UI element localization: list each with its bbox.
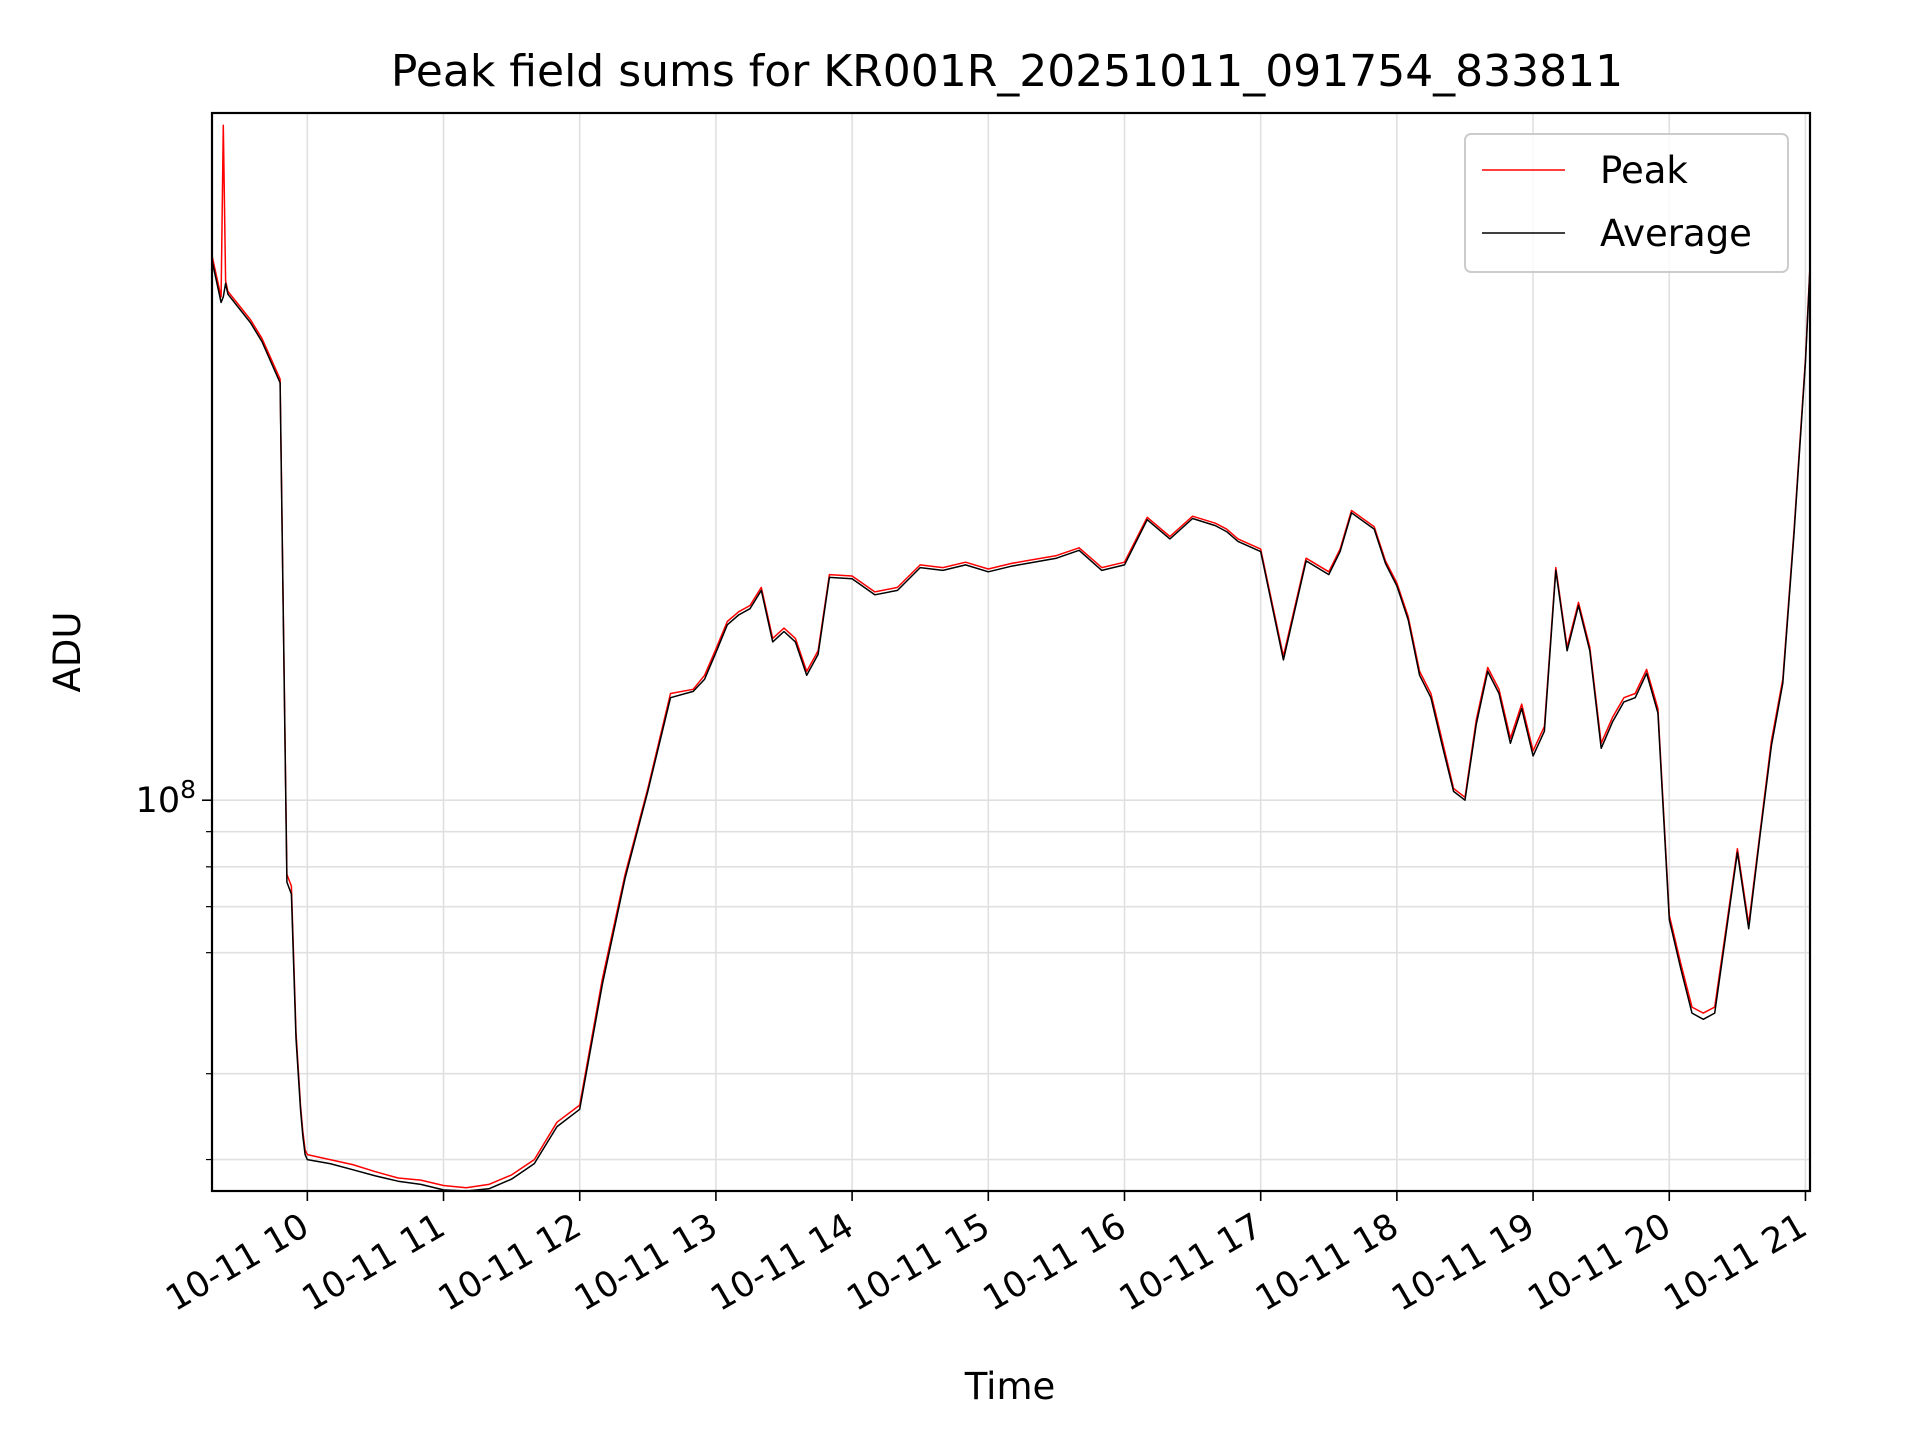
y-tick-label: 108 xyxy=(136,775,196,821)
plot-frame xyxy=(210,111,1812,1193)
grid xyxy=(212,113,1810,1191)
legend: Peak Average xyxy=(1464,133,1789,273)
y-axis-label: ADU xyxy=(46,612,89,693)
legend-box xyxy=(1464,133,1789,273)
chart-title: Peak field sums for KR001R_20251011_0917… xyxy=(391,46,1623,97)
x-axis-label: Time xyxy=(964,1365,1056,1408)
legend-peak-label: Peak xyxy=(1600,149,1688,192)
legend-average-label: Average xyxy=(1600,212,1752,255)
y-axis: 108 xyxy=(136,775,212,1161)
plot-lines xyxy=(211,124,1811,1192)
series-line-peak xyxy=(211,124,1811,1189)
series-line-average xyxy=(211,260,1811,1192)
